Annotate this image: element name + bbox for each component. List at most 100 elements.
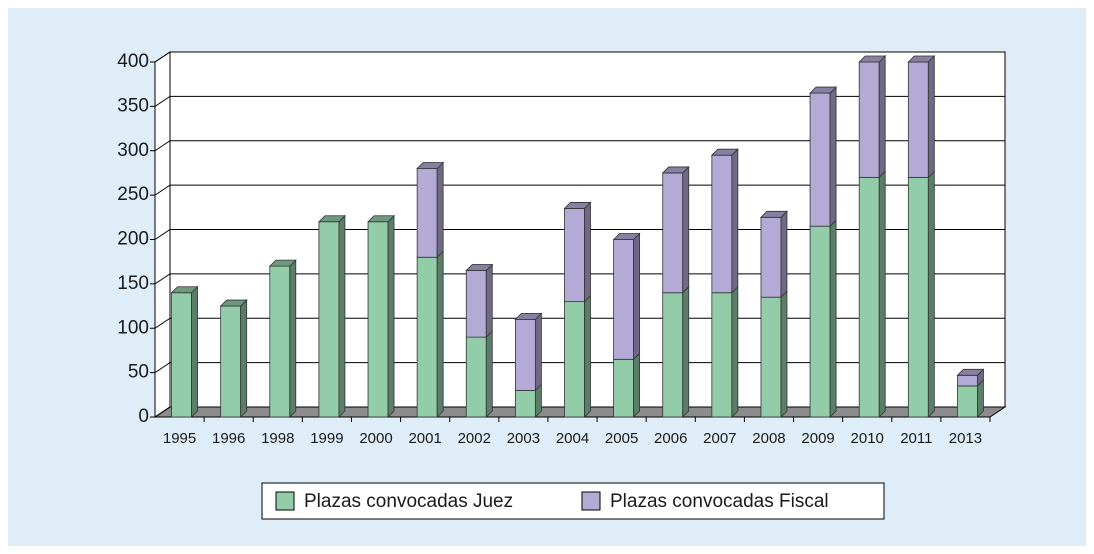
bar <box>858 176 880 418</box>
bar-side <box>436 250 444 418</box>
grid-line <box>154 317 171 329</box>
bar <box>957 374 978 387</box>
bar <box>514 389 536 418</box>
bar <box>907 61 929 178</box>
bar-top <box>465 264 494 271</box>
bar <box>613 358 635 418</box>
bar <box>711 154 733 294</box>
x-tick-label: 2002 <box>458 430 491 447</box>
bar <box>760 296 782 418</box>
grid-line <box>154 51 171 63</box>
x-tick-label: 2009 <box>801 430 834 447</box>
grid-line <box>154 95 171 107</box>
bar <box>269 265 291 418</box>
bar-top <box>858 55 887 63</box>
bar-top <box>416 162 445 169</box>
bar-side <box>682 285 690 418</box>
bar <box>564 301 585 418</box>
bar <box>809 92 831 227</box>
grid-line <box>154 406 171 418</box>
legend <box>261 482 885 520</box>
x-tick-label: 2008 <box>752 430 785 447</box>
grid-line <box>154 184 171 196</box>
y-tick-label: 100 <box>117 317 149 338</box>
bar <box>858 61 880 178</box>
bar-top <box>317 215 346 223</box>
bar <box>514 318 536 391</box>
x-tick-label: 2004 <box>556 430 589 447</box>
bar <box>957 385 978 418</box>
legend-label: Plazas convocadas Juez <box>304 491 513 512</box>
y-tick-label: 350 <box>117 95 149 116</box>
bar-side <box>682 165 690 294</box>
bar <box>662 292 684 418</box>
bar-side <box>289 259 297 418</box>
bar-side <box>584 201 591 303</box>
bar-side <box>927 170 935 418</box>
bar-top <box>563 202 592 209</box>
y-tick-label: 300 <box>117 140 149 161</box>
legend-swatch <box>581 491 601 511</box>
bar <box>465 270 487 338</box>
bar <box>564 208 585 303</box>
y-tick-label: 250 <box>117 184 149 205</box>
bar-side <box>191 285 198 418</box>
bar-side <box>878 55 886 179</box>
bar-top <box>661 166 690 174</box>
bar-side <box>780 210 788 299</box>
bar <box>171 292 192 418</box>
bar-side <box>240 299 248 418</box>
grid-line <box>154 229 171 240</box>
x-tick-label: 1999 <box>310 430 343 447</box>
legend-label: Plazas convocadas Fiscal <box>610 491 829 512</box>
x-tick-label: 2010 <box>851 430 884 447</box>
grid-line <box>154 273 171 285</box>
bar-side <box>633 232 641 361</box>
bar-side <box>829 219 837 418</box>
grid-line <box>154 140 171 152</box>
bar-side <box>485 330 493 418</box>
bar <box>662 172 684 294</box>
bar-top <box>956 368 985 376</box>
bar-side <box>731 148 739 294</box>
bar-top <box>219 299 248 307</box>
x-tick-label: 2000 <box>359 430 392 447</box>
bar-top <box>170 286 199 294</box>
bar <box>416 256 438 418</box>
bar <box>318 221 340 418</box>
bar <box>465 336 487 418</box>
bar-top <box>514 312 543 320</box>
y-tick-label: 0 <box>138 406 149 427</box>
x-tick-label: 1996 <box>212 430 245 447</box>
bar <box>613 239 635 360</box>
bar-side <box>829 86 837 228</box>
bar-side <box>633 352 641 418</box>
x-tick-label: 2007 <box>703 430 736 447</box>
y-tick-label: 200 <box>117 229 149 250</box>
bar-side <box>927 55 935 179</box>
bar-top <box>760 210 788 218</box>
x-tick-label: 2003 <box>507 430 540 447</box>
bar-top <box>612 233 641 240</box>
bar <box>760 216 782 298</box>
x-tick-label: 2013 <box>949 430 982 447</box>
bar-side <box>338 214 346 418</box>
bar <box>220 305 242 418</box>
bar <box>907 176 929 418</box>
bar-side <box>387 214 395 418</box>
bar <box>809 225 831 418</box>
x-tick-label: 1998 <box>261 430 294 447</box>
bar-top <box>710 148 739 156</box>
x-tick-label: 2001 <box>408 430 441 447</box>
legend-swatch <box>275 491 295 511</box>
bar-top <box>367 215 395 223</box>
bar-side <box>731 285 739 418</box>
bar-top <box>809 86 838 94</box>
bar-side <box>878 170 886 418</box>
bar-side <box>436 161 444 259</box>
grid-line <box>154 362 171 374</box>
x-tick-label: 2011 <box>900 430 932 447</box>
y-tick-label: 150 <box>117 273 149 294</box>
y-tick-label: 50 <box>128 362 149 383</box>
